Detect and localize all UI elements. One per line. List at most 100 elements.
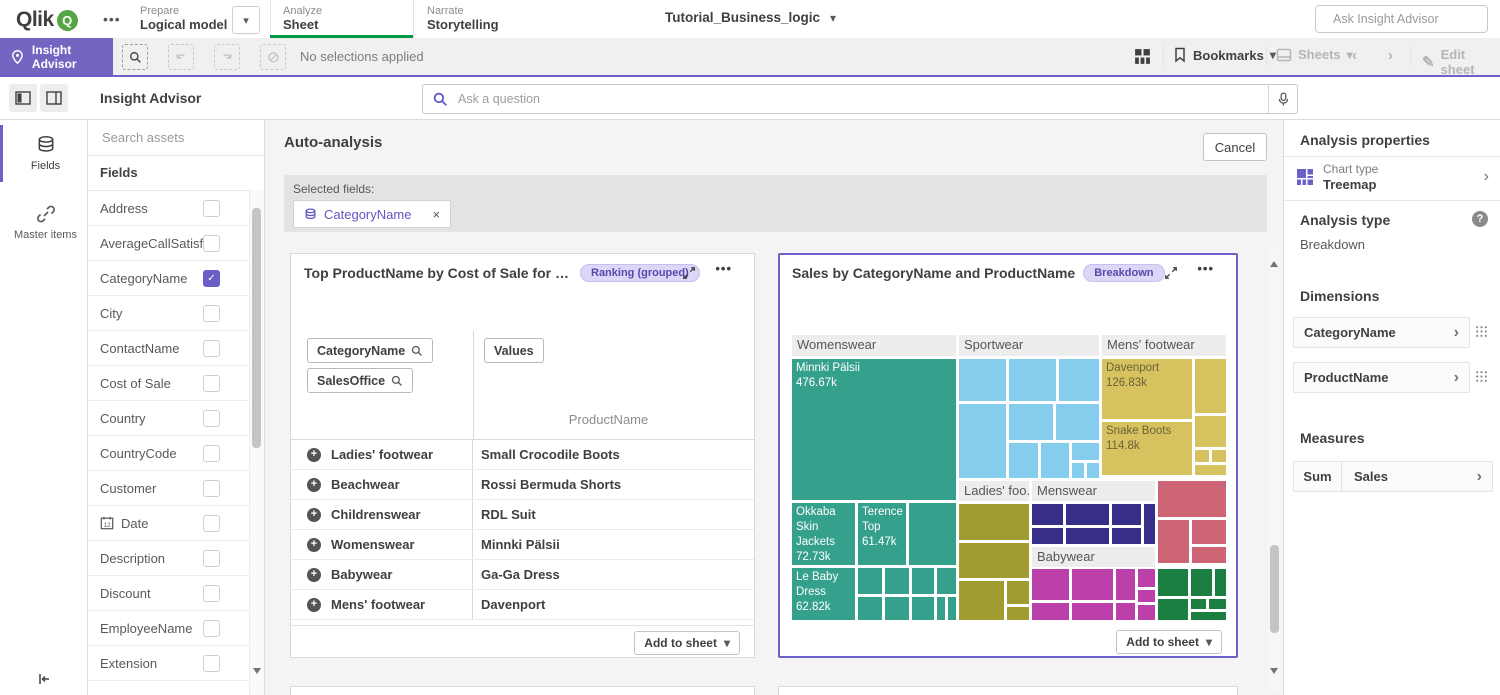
product-name-cell[interactable]: Minnki Pälsii <box>481 537 560 552</box>
treemap-node[interactable] <box>1071 442 1100 461</box>
main-scrollbar[interactable] <box>1268 242 1281 693</box>
treemap-node[interactable] <box>884 567 910 595</box>
field-checkbox[interactable] <box>203 619 220 637</box>
field-row-address[interactable]: Address <box>88 191 250 226</box>
treemap-node[interactable] <box>1194 464 1227 476</box>
treemap-node[interactable] <box>1157 598 1189 621</box>
tab-analyze[interactable]: Analyze Sheet <box>270 0 413 38</box>
rail-item-master-items[interactable]: Master items <box>0 194 88 251</box>
treemap-node[interactable]: Terence Top 61.47k <box>857 502 907 566</box>
scroll-down-icon[interactable] <box>1270 668 1278 689</box>
field-row-customer[interactable]: Customer <box>88 471 250 506</box>
treemap-node[interactable] <box>1137 568 1156 588</box>
undo-icon[interactable] <box>168 44 194 70</box>
field-checkbox[interactable] <box>203 549 220 567</box>
remove-field-icon[interactable]: × <box>432 206 441 222</box>
rail-item-fields[interactable]: Fields <box>0 125 88 182</box>
field-row-discount[interactable]: Discount <box>88 576 250 611</box>
dimension-categoryname[interactable]: CategoryName › <box>1293 317 1470 348</box>
pivot-category-cell[interactable]: + Childrenswear <box>291 500 473 529</box>
treemap-node[interactable] <box>911 567 935 595</box>
treemap-node[interactable] <box>1071 462 1085 479</box>
field-checkbox[interactable] <box>203 374 220 392</box>
pivot-category-cell[interactable]: + Womenswear <box>291 530 473 559</box>
field-checkbox[interactable] <box>203 339 220 357</box>
product-name-cell[interactable]: Ga-Ga Dress <box>481 567 560 582</box>
treemap-node[interactable] <box>1157 519 1190 564</box>
field-checkbox[interactable] <box>203 479 220 497</box>
redo-icon[interactable] <box>214 44 240 70</box>
field-row-averagecallsatisfac[interactable]: AverageCallSatisfac... <box>88 226 250 261</box>
field-row-description[interactable]: Description <box>88 541 250 576</box>
analysis-card-ranking[interactable]: Top ProductName by Cost of Sale for Cate… <box>290 253 755 658</box>
expand-row-icon[interactable]: + <box>307 477 321 492</box>
scrollbar-thumb[interactable] <box>1270 545 1279 633</box>
field-checkbox[interactable] <box>203 584 220 602</box>
prepare-dropdown-button[interactable]: ▾ <box>232 6 260 34</box>
pivot-category-cell[interactable]: + Ladies' footwear <box>291 440 473 469</box>
treemap-node[interactable] <box>1086 462 1100 479</box>
treemap-node[interactable] <box>1055 403 1100 441</box>
product-name-cell[interactable]: RDL Suit <box>481 507 536 522</box>
card-menu-icon[interactable]: ••• <box>1197 261 1214 276</box>
measure-sales[interactable]: Sum Sales › <box>1293 461 1493 492</box>
field-row-contactname[interactable]: ContactName <box>88 331 250 366</box>
selections-search-icon[interactable] <box>122 44 148 70</box>
field-checkbox[interactable] <box>203 514 220 532</box>
field-row-date[interactable]: 12 Date <box>88 506 250 541</box>
treemap-node[interactable] <box>1157 568 1189 597</box>
treemap-node[interactable] <box>1137 589 1156 603</box>
field-checkbox[interactable] <box>203 444 220 462</box>
field-row-categoryname[interactable]: CategoryName ✓ <box>88 261 250 296</box>
pivot-values-button[interactable]: Values <box>484 338 544 363</box>
treemap-node[interactable] <box>1137 604 1156 621</box>
treemap-node[interactable]: Davenport 126.83k <box>1101 358 1193 420</box>
field-checkbox[interactable] <box>203 409 220 427</box>
field-row-country[interactable]: Country <box>88 401 250 436</box>
field-row-city[interactable]: City <box>88 296 250 331</box>
ask-insight-advisor-search[interactable] <box>1315 5 1496 33</box>
treemap-node[interactable] <box>1031 568 1070 601</box>
treemap-node[interactable] <box>1214 568 1227 597</box>
treemap-node[interactable] <box>1157 480 1227 518</box>
expand-row-icon[interactable]: + <box>307 567 321 582</box>
toggle-left-panel-icon[interactable] <box>9 84 37 112</box>
treemap-node[interactable] <box>936 596 946 621</box>
pivot-dim-salesoffice-button[interactable]: SalesOffice <box>307 368 414 393</box>
scroll-down-icon[interactable] <box>253 668 261 689</box>
treemap-node[interactable] <box>1115 568 1136 601</box>
treemap-node[interactable] <box>1191 546 1227 564</box>
help-icon[interactable]: ? <box>1472 211 1488 227</box>
treemap-node[interactable] <box>1006 606 1030 621</box>
treemap-node[interactable] <box>1211 449 1227 463</box>
treemap-node[interactable] <box>1194 415 1227 448</box>
cancel-button[interactable]: Cancel <box>1203 133 1267 161</box>
treemap-node[interactable] <box>1111 503 1142 526</box>
treemap-node[interactable] <box>857 596 883 621</box>
tab-narrate[interactable]: Narrate Storytelling <box>427 0 537 38</box>
treemap-node[interactable] <box>1190 611 1227 621</box>
treemap-node[interactable] <box>1190 568 1213 597</box>
toggle-right-panel-icon[interactable] <box>40 84 68 112</box>
product-name-cell[interactable]: Davenport <box>481 597 546 612</box>
collapse-panel-icon[interactable] <box>36 671 52 687</box>
pivot-category-cell[interactable]: + Babywear <box>291 560 473 589</box>
expand-icon[interactable] <box>1164 266 1178 280</box>
drag-handle-icon[interactable] <box>1475 325 1488 338</box>
treemap-node[interactable] <box>1111 527 1142 545</box>
ask-insight-advisor-input[interactable] <box>1331 11 1496 27</box>
treemap-node[interactable] <box>1031 602 1070 621</box>
field-checkbox[interactable]: ✓ <box>203 269 220 287</box>
treemap-node[interactable] <box>958 503 1030 541</box>
column-header-productname[interactable]: ProductName <box>568 412 649 427</box>
sheet-grid-icon[interactable] <box>1133 47 1152 66</box>
treemap-node[interactable] <box>1031 503 1064 526</box>
more-menu-icon[interactable]: ••• <box>103 11 121 27</box>
treemap-category-header[interactable]: Womenswear <box>791 334 957 357</box>
treemap-node[interactable] <box>911 596 935 621</box>
treemap-node[interactable] <box>936 567 957 595</box>
microphone-icon[interactable] <box>1268 85 1297 113</box>
treemap-category-header[interactable]: Ladies' foo... <box>958 480 1030 502</box>
field-checkbox[interactable] <box>203 654 220 672</box>
qlik-logo[interactable]: Qlik Q <box>16 8 78 32</box>
